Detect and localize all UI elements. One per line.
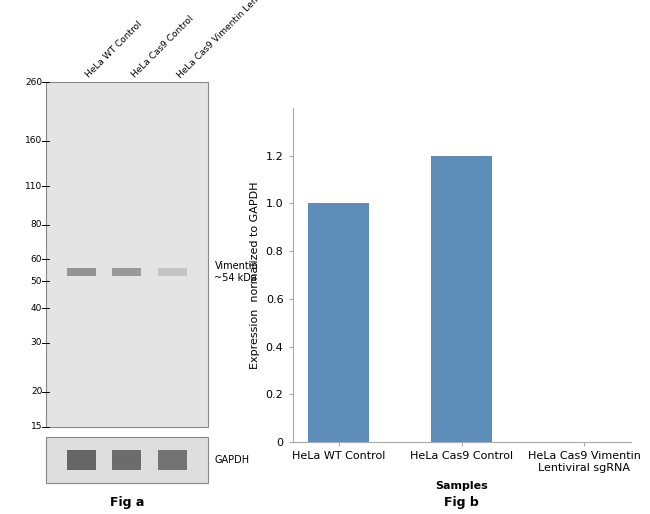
Text: HeLa WT Control: HeLa WT Control [84, 20, 144, 80]
Bar [308, 204, 369, 442]
X-axis label: Samples: Samples [435, 481, 488, 491]
Text: Vimentin
~54 kDa: Vimentin ~54 kDa [214, 261, 258, 283]
Bar [431, 156, 492, 442]
Text: Fig a: Fig a [110, 496, 144, 509]
Text: 30: 30 [31, 338, 42, 347]
Text: 15: 15 [31, 422, 42, 431]
Text: GAPDH: GAPDH [214, 455, 250, 465]
Text: HeLa Cas9 Control: HeLa Cas9 Control [130, 14, 196, 80]
Text: Fig b: Fig b [444, 496, 479, 509]
Text: 110: 110 [25, 181, 42, 191]
Text: 60: 60 [31, 255, 42, 264]
Text: 260: 260 [25, 78, 42, 87]
Text: HeLa Cas9 Vimentin Lentiviral sgRNA: HeLa Cas9 Vimentin Lentiviral sgRNA [176, 0, 302, 80]
Text: 40: 40 [31, 304, 42, 313]
Text: 160: 160 [25, 136, 42, 145]
Y-axis label: Expression  normalized to GAPDH: Expression normalized to GAPDH [250, 181, 260, 369]
Text: 50: 50 [31, 277, 42, 286]
Text: 80: 80 [31, 220, 42, 229]
Text: 20: 20 [31, 388, 42, 396]
